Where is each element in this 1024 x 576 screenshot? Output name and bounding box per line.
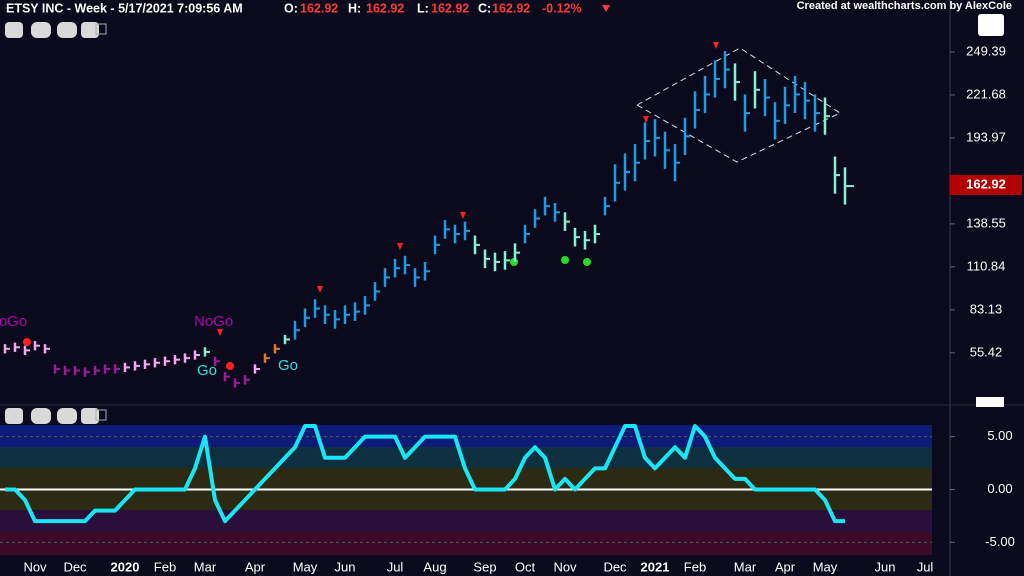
quote-value: 162.92	[431, 1, 469, 15]
plot: 55.42 83.13 110.84 138.55 193.97 221.68 249.39…	[0, 43, 1015, 574]
credit: Created at wealthcharts.com by AlexCole	[797, 0, 1012, 12]
signal-triangle	[317, 286, 323, 293]
x-tick-label: Jul	[917, 559, 934, 574]
y-tick-label: 5.00	[987, 428, 1012, 443]
x-tick-label: 2020	[111, 559, 140, 574]
quote-value: 162.92	[492, 1, 530, 15]
quote-label: C:	[478, 1, 491, 15]
x-tick-label: Jul	[387, 559, 404, 574]
button[interactable]	[95, 409, 107, 421]
x-tick-label: May	[813, 559, 838, 574]
quote-label: O:	[284, 1, 298, 15]
band	[0, 532, 932, 555]
y-tick-label: 221.68	[966, 86, 1006, 101]
signals	[23, 42, 842, 370]
button[interactable]	[31, 22, 51, 38]
y-tick-label: -5.00	[985, 534, 1015, 549]
band	[0, 447, 932, 468]
button[interactable]	[81, 408, 99, 424]
x-tick-label: 2021	[641, 559, 670, 574]
y-tick-label: 110.84	[967, 258, 1006, 273]
button[interactable]	[5, 22, 23, 38]
y-tick-label: 249.39	[966, 43, 1006, 58]
annotation: Go	[278, 357, 298, 374]
x-tick-label: Jun	[335, 559, 356, 574]
signal-dot	[583, 258, 591, 266]
signal-triangle	[713, 42, 719, 49]
x-tick-label: Dec	[63, 559, 87, 574]
down-arrow	[602, 5, 610, 12]
annotation: NoGo	[194, 313, 233, 330]
quote-value: 162.92	[366, 1, 404, 15]
x-tick-label: Oct	[515, 559, 536, 574]
x-tick-label: Sep	[473, 559, 496, 574]
chart-title: ETSY INC - Week - 5/17/2021 7:09:56 AM	[6, 1, 243, 15]
x-tick-label: Nov	[23, 559, 47, 574]
signal-triangle	[460, 212, 466, 219]
y-tick-label: 138.55	[966, 215, 1006, 230]
signal-dot	[226, 362, 234, 370]
x-tick-label: Apr	[775, 559, 796, 574]
x-tick-label: Feb	[154, 559, 176, 574]
toolbar	[5, 14, 1004, 424]
menu-button[interactable]	[976, 397, 1004, 407]
button[interactable]	[57, 22, 77, 38]
x-tick-label: Nov	[553, 559, 577, 574]
x-tick-label: May	[293, 559, 318, 574]
quote-label: L:	[417, 1, 429, 15]
last-price-box	[950, 175, 1022, 195]
signal-dot	[23, 338, 31, 346]
x-tick-label: Apr	[245, 559, 266, 574]
signal-triangle	[217, 329, 223, 336]
annotation: NoGo	[0, 313, 27, 330]
last-price: 162.92	[966, 176, 1006, 191]
button[interactable]	[81, 22, 99, 38]
change: -0.12%	[542, 1, 582, 15]
button[interactable]	[95, 23, 107, 35]
button[interactable]	[31, 408, 51, 424]
y-tick-label: 0.00	[987, 481, 1012, 496]
signal-dot	[561, 256, 569, 264]
quote-label: H:	[348, 1, 361, 15]
x-tick-label: Dec	[603, 559, 627, 574]
menu-button[interactable]	[978, 14, 1004, 36]
band	[0, 425, 932, 447]
signal-triangle	[397, 243, 403, 250]
annotation: Go	[197, 362, 217, 379]
signal-triangle	[643, 116, 649, 123]
oscillator-line	[5, 424, 845, 524]
x-tick-label: Feb	[684, 559, 706, 574]
y-tick-label: 55.42	[970, 344, 1003, 359]
button[interactable]	[5, 408, 23, 424]
y-tick-label: 193.97	[966, 129, 1006, 144]
x-tick-label: Aug	[423, 559, 446, 574]
x-tick-label: Jun	[875, 559, 896, 574]
quote-value: 162.92	[300, 1, 338, 15]
y-tick-label: 83.13	[970, 301, 1003, 316]
button[interactable]	[57, 408, 77, 424]
band	[0, 510, 932, 532]
x-tick-label: Mar	[734, 559, 757, 574]
x-tick-label: Mar	[194, 559, 217, 574]
